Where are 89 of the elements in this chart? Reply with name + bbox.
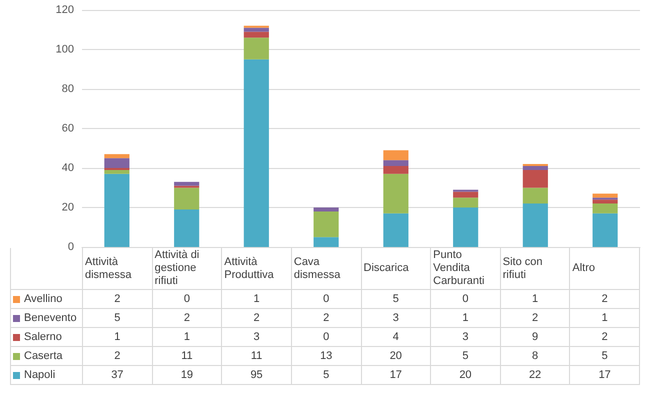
- data-label: 0: [291, 290, 361, 308]
- data-label: 1: [82, 328, 152, 346]
- y-tick-label: 40: [62, 162, 74, 174]
- data-label: 5: [361, 290, 431, 308]
- data-label: 11: [152, 346, 222, 366]
- bar: [244, 38, 269, 60]
- y-tick-label: 100: [56, 44, 74, 56]
- data-label: 1: [570, 308, 640, 328]
- bar: [104, 158, 130, 168]
- bar: [522, 204, 548, 247]
- bar: [522, 170, 548, 188]
- bar: [522, 166, 548, 170]
- bar: [174, 182, 200, 186]
- data-label: 2: [222, 308, 292, 328]
- data-label: 2: [570, 328, 640, 346]
- bar: [314, 211, 339, 238]
- bar: [453, 198, 478, 208]
- x-tick-label: Discarica: [361, 248, 431, 290]
- data-label: 22: [500, 366, 570, 384]
- bar: [314, 208, 339, 212]
- bar: [383, 150, 408, 160]
- data-label: 2: [152, 308, 222, 328]
- bar: [453, 208, 478, 247]
- data-label: 3: [361, 308, 431, 328]
- legend-label: Avellino: [10, 290, 82, 308]
- bar: [383, 160, 408, 166]
- x-tick-label: Attività Produttiva: [222, 248, 292, 290]
- bar: [383, 166, 408, 174]
- data-label: 3: [222, 328, 292, 346]
- data-label: 17: [361, 366, 431, 384]
- data-label: 8: [500, 346, 570, 366]
- data-label: 1: [152, 328, 222, 346]
- data-label: 0: [152, 290, 222, 308]
- data-label: 95: [222, 366, 292, 384]
- y-tick-label: 20: [62, 202, 74, 214]
- bar: [104, 174, 130, 247]
- data-label: 1: [222, 290, 292, 308]
- bar: [314, 237, 339, 247]
- y-tick-label: 0: [68, 241, 74, 253]
- bar: [383, 174, 408, 214]
- data-label: 37: [82, 366, 152, 384]
- legend-label: Benevento: [10, 308, 82, 328]
- data-label: 20: [361, 346, 431, 366]
- bar: [522, 188, 548, 204]
- data-label: 2: [291, 308, 361, 328]
- data-label: 2: [500, 308, 570, 328]
- bar: [244, 59, 269, 247]
- data-label: 5: [291, 366, 361, 384]
- bar: [592, 204, 618, 214]
- data-label: 11: [222, 346, 292, 366]
- data-label: 17: [570, 366, 640, 384]
- data-label: 9: [500, 328, 570, 346]
- y-tick-label: 80: [62, 83, 74, 95]
- bar: [453, 192, 478, 198]
- data-label: 20: [430, 366, 500, 384]
- bar: [383, 213, 408, 247]
- bar: [174, 188, 200, 210]
- data-label: 5: [82, 308, 152, 328]
- data-label: 0: [430, 290, 500, 308]
- x-tick-label: Punto Vendita Carburanti: [430, 248, 500, 290]
- bar: [104, 170, 130, 174]
- data-label: 2: [82, 290, 152, 308]
- data-label: 5: [570, 346, 640, 366]
- bar: [104, 154, 130, 158]
- data-label: 5: [430, 346, 500, 366]
- bar: [174, 209, 200, 247]
- x-tick-label: Cava dismessa: [291, 248, 361, 290]
- legend-label: Caserta: [10, 346, 82, 366]
- y-tick-label: 120: [56, 4, 74, 16]
- x-tick-label: Attività dismessa: [82, 248, 152, 290]
- data-label: 13: [291, 346, 361, 366]
- data-label: 0: [291, 328, 361, 346]
- data-label: 4: [361, 328, 431, 346]
- x-tick-label: Altro: [570, 248, 640, 290]
- bar: [592, 213, 618, 247]
- legend-label: Napoli: [10, 366, 82, 384]
- data-label: 2: [82, 346, 152, 366]
- bar: [592, 200, 618, 204]
- data-label: 1: [500, 290, 570, 308]
- y-tick-label: 60: [62, 122, 74, 134]
- data-label: 3: [430, 328, 500, 346]
- bar: [592, 194, 618, 198]
- x-tick-label: Attività di gestione rifiuti: [152, 248, 222, 290]
- x-tick-label: Sito con rifiuti: [500, 248, 570, 290]
- data-label: 2: [570, 290, 640, 308]
- legend-label: Salerno: [10, 328, 82, 346]
- bar: [244, 32, 269, 38]
- data-label: 19: [152, 366, 222, 384]
- data-label: 1: [430, 308, 500, 328]
